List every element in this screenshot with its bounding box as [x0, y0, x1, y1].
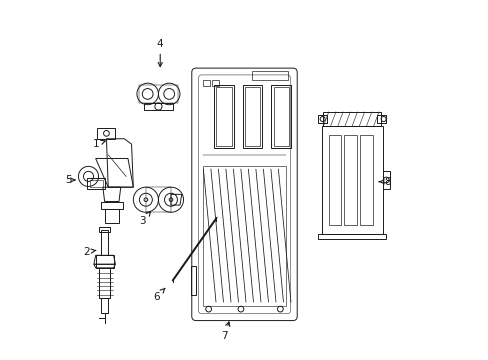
Bar — [328, 135, 341, 225]
Text: 7: 7 — [221, 322, 229, 341]
Bar — [273, 87, 288, 145]
Text: 8: 8 — [378, 177, 390, 187]
Bar — [203, 166, 285, 306]
Bar — [242, 85, 262, 148]
Text: 3: 3 — [139, 212, 150, 226]
Bar — [214, 85, 233, 148]
Bar — [244, 87, 260, 145]
Text: 5: 5 — [65, 175, 75, 185]
Text: 6: 6 — [153, 288, 164, 302]
Bar — [359, 135, 372, 225]
Bar — [216, 87, 231, 145]
Text: 4: 4 — [157, 39, 163, 67]
Bar — [271, 85, 290, 148]
Text: 2: 2 — [83, 247, 96, 257]
Bar — [203, 80, 209, 86]
Bar — [344, 135, 356, 225]
Text: 1: 1 — [92, 139, 105, 149]
Bar — [212, 80, 218, 86]
